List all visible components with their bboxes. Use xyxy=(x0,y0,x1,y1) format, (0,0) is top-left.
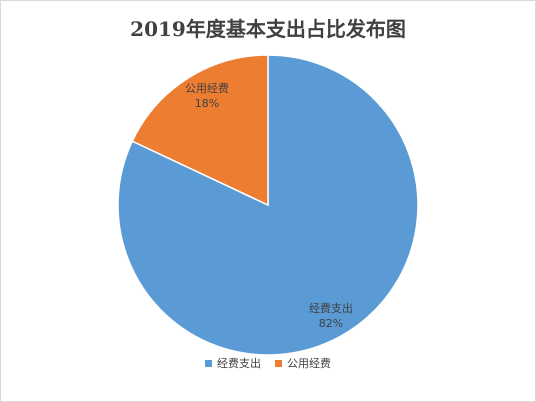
data-label-percent: 18% xyxy=(195,97,219,110)
legend-item-expense: 经费支出 xyxy=(205,355,261,371)
chart-title: 2019年度基本支出占比发布图 xyxy=(130,17,406,41)
legend-swatch-public xyxy=(275,359,282,367)
chart-legend: 经费支出 公用经费 xyxy=(1,355,535,371)
data-label-category: 公用经费 xyxy=(185,82,229,95)
data-label-public: 公用经费 18% xyxy=(185,82,229,110)
data-label-expense: 经费支出 82% xyxy=(309,301,353,330)
pie-slice-public xyxy=(131,54,269,207)
legend-label-expense: 经费支出 xyxy=(217,357,261,370)
data-label-percent: 82% xyxy=(319,317,343,330)
legend-item-public: 公用经费 xyxy=(275,355,331,371)
legend-swatch-expense xyxy=(205,359,212,367)
legend-label-public: 公用经费 xyxy=(287,357,331,370)
data-label-category: 经费支出 xyxy=(309,301,353,315)
